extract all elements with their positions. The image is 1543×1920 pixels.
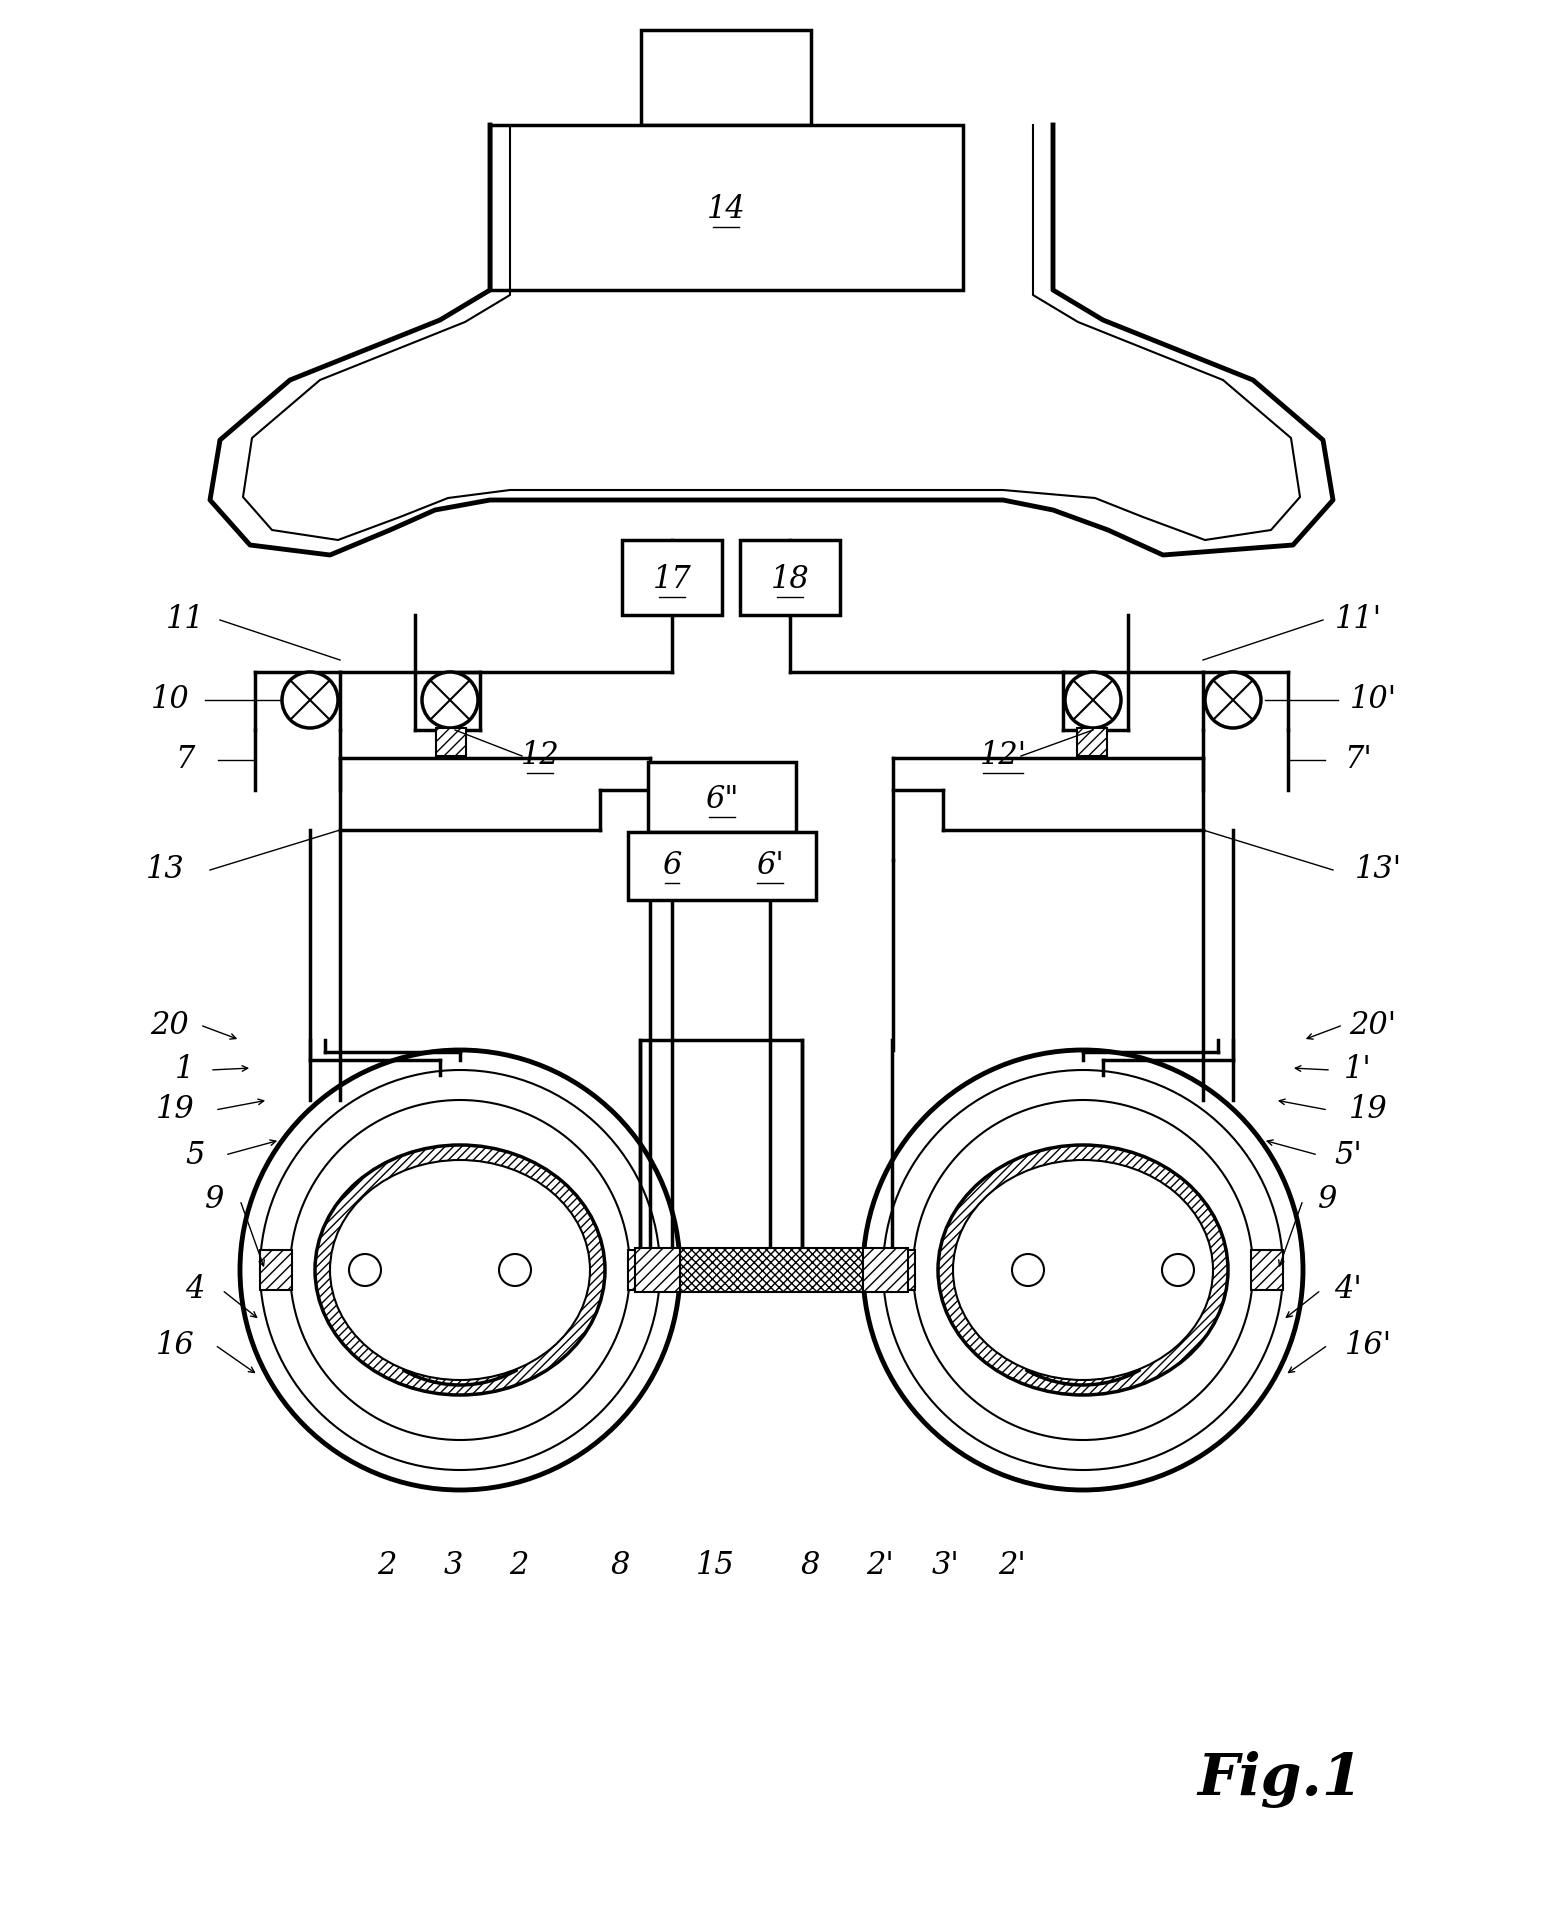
Text: 11': 11' bbox=[1335, 605, 1381, 636]
Bar bbox=[640, 31, 812, 125]
Bar bbox=[741, 540, 839, 614]
Bar bbox=[680, 1248, 863, 1292]
Bar bbox=[261, 1250, 292, 1290]
Text: 11: 11 bbox=[165, 605, 204, 636]
Bar bbox=[1251, 1250, 1282, 1290]
Text: 3: 3 bbox=[443, 1549, 463, 1580]
Text: 2: 2 bbox=[509, 1549, 529, 1580]
Text: 16': 16' bbox=[1344, 1329, 1392, 1361]
Text: 18: 18 bbox=[770, 564, 810, 595]
Text: 8: 8 bbox=[611, 1549, 630, 1580]
Ellipse shape bbox=[315, 1144, 605, 1396]
Bar bbox=[648, 762, 796, 831]
Text: 12: 12 bbox=[520, 741, 560, 772]
Bar bbox=[622, 540, 722, 614]
Bar bbox=[437, 728, 466, 756]
Text: 1: 1 bbox=[176, 1054, 194, 1085]
Bar bbox=[1077, 728, 1106, 756]
Text: 7': 7' bbox=[1344, 745, 1372, 776]
Circle shape bbox=[349, 1254, 381, 1286]
Text: 4': 4' bbox=[1335, 1275, 1362, 1306]
Bar bbox=[640, 1041, 802, 1250]
Bar bbox=[636, 1248, 680, 1292]
Ellipse shape bbox=[954, 1160, 1213, 1380]
Text: 9: 9 bbox=[1318, 1185, 1338, 1215]
Text: 9: 9 bbox=[205, 1185, 225, 1215]
Ellipse shape bbox=[938, 1144, 1228, 1396]
Ellipse shape bbox=[330, 1160, 589, 1380]
Text: 4: 4 bbox=[185, 1275, 205, 1306]
Bar bbox=[628, 1250, 660, 1290]
Text: 2': 2' bbox=[998, 1549, 1026, 1580]
Text: 6': 6' bbox=[756, 851, 784, 881]
Text: 7: 7 bbox=[176, 745, 194, 776]
Circle shape bbox=[498, 1254, 531, 1286]
Text: 19: 19 bbox=[156, 1094, 194, 1125]
Text: 8: 8 bbox=[801, 1549, 819, 1580]
Text: 1': 1' bbox=[1344, 1054, 1372, 1085]
Circle shape bbox=[282, 672, 338, 728]
Text: 14: 14 bbox=[707, 194, 745, 225]
Text: 15: 15 bbox=[696, 1549, 734, 1580]
Circle shape bbox=[1205, 672, 1261, 728]
Circle shape bbox=[1162, 1254, 1194, 1286]
Text: 20': 20' bbox=[1350, 1010, 1396, 1041]
Text: 13': 13' bbox=[1355, 854, 1401, 885]
Text: 20: 20 bbox=[151, 1010, 190, 1041]
Text: 2': 2' bbox=[866, 1549, 893, 1580]
Text: 10: 10 bbox=[151, 685, 190, 716]
Text: 6: 6 bbox=[662, 851, 682, 881]
Circle shape bbox=[1065, 672, 1122, 728]
Bar bbox=[628, 831, 816, 900]
Text: 16: 16 bbox=[156, 1329, 194, 1361]
Text: 5: 5 bbox=[185, 1139, 205, 1171]
Text: 19: 19 bbox=[1349, 1094, 1387, 1125]
Text: 10': 10' bbox=[1350, 685, 1396, 716]
Bar bbox=[491, 125, 963, 290]
Circle shape bbox=[421, 672, 478, 728]
Text: 2: 2 bbox=[378, 1549, 397, 1580]
Text: 17: 17 bbox=[653, 564, 691, 595]
Text: 5': 5' bbox=[1335, 1139, 1362, 1171]
Text: 12': 12' bbox=[980, 741, 1026, 772]
Text: 13: 13 bbox=[145, 854, 184, 885]
Circle shape bbox=[1012, 1254, 1045, 1286]
Bar bbox=[883, 1250, 915, 1290]
Text: 6": 6" bbox=[705, 785, 739, 816]
Bar bbox=[863, 1248, 907, 1292]
Text: 3': 3' bbox=[932, 1549, 960, 1580]
Text: Fig.1: Fig.1 bbox=[1197, 1751, 1362, 1809]
